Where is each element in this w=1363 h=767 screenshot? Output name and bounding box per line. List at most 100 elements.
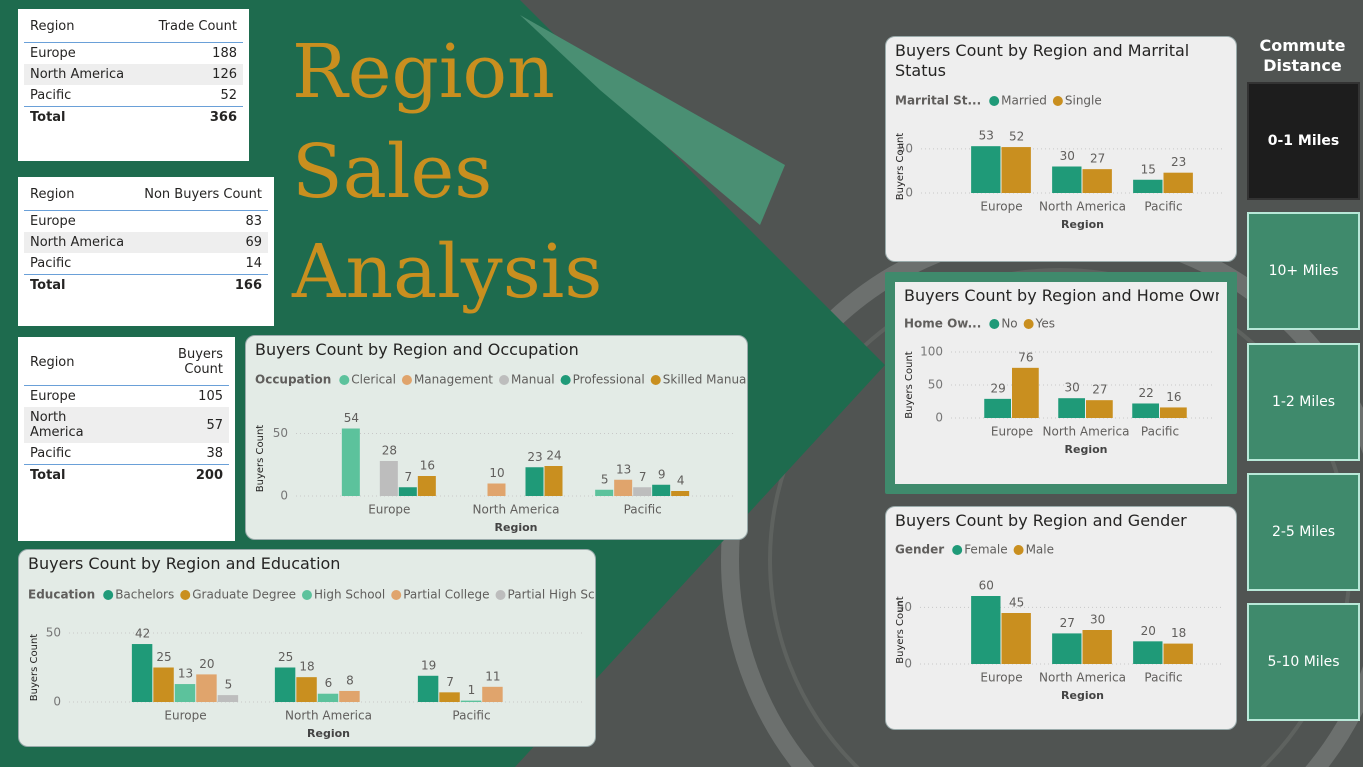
chart-panel: Home Ow... No Yes 0 50 100 Buyers Count Europe 2… [885,272,1237,494]
cell: Europe [30,46,76,61]
data-label: 16 [420,459,435,473]
row: Europe 188 [24,43,243,65]
data-label: 18 [299,660,314,674]
table: Region Buyers Count Europe 105 North America… [24,343,229,486]
legend-title: Home Ow... [904,317,981,331]
legend-label: Partial High Sch... [508,588,595,602]
bar [339,690,360,702]
data-label: 11 [485,669,500,683]
slicer-title: Commute Distance [1259,36,1346,75]
table: Region Trade Count Europe 188 North America 1… [24,15,243,128]
x-axis-label: Region [1065,443,1108,456]
legend-swatch [1052,96,1063,106]
cell: 69 [133,232,268,253]
legend-label: Male [1026,543,1054,557]
bar [544,466,563,496]
legend-swatch [650,375,661,385]
x-tick-label: Pacific [1144,671,1182,685]
x-axis-label: Region [495,521,538,534]
total-cell: Total [24,464,130,486]
total-cell: Total [24,106,143,128]
bar [341,428,360,496]
slicer-item[interactable]: 2-5 Miles [1247,473,1360,591]
legend-swatch [391,590,402,600]
bar [1163,643,1193,664]
bar [1160,407,1187,418]
bar [379,461,398,496]
bar [1052,633,1082,664]
legend-label: Clerical [351,373,396,387]
bar [196,674,217,702]
bar [317,693,339,702]
data-label: 23 [527,450,542,464]
x-tick-label: Europe [991,425,1033,439]
table: Region Non Buyers Count Europe 83 North Amer… [24,183,268,296]
cell: 126 [142,64,243,85]
bar [1082,169,1112,193]
slicer-item[interactable]: 5-10 Miles [1247,603,1360,721]
legend-swatch [301,590,312,600]
row: Europe 83 [24,211,268,233]
total-row: Total 366 [24,106,243,128]
header-cell: Non Buyers Count [133,183,268,211]
legend-title: Gender [895,543,944,557]
legend-swatch [1013,545,1024,555]
bar [1086,400,1113,418]
bar [174,684,196,702]
data-label: 6 [325,676,333,690]
x-tick-label: Europe [980,671,1022,685]
x-tick-label: Europe [164,709,206,723]
cell: Pacific [30,446,72,461]
x-tick-label: North America [473,503,560,517]
legend-swatch [952,545,963,555]
y-axis-label: Buyers Count [29,634,40,702]
bar [417,476,436,496]
data-label: 20 [199,657,214,671]
data-label: 24 [546,449,561,463]
bar [1052,166,1082,193]
data-label: 60 [979,579,994,593]
y-tick-label: 0 [905,186,913,200]
y-tick-label: 50 [273,426,288,440]
slicer-item[interactable]: 0-1 Miles [1247,82,1360,200]
data-label: 7 [639,470,647,484]
data-label: 30 [1060,149,1075,163]
data-label: 25 [156,650,171,664]
legend-swatch [1023,319,1034,329]
cell: 52 [220,88,237,103]
data-label: 5 [225,678,233,692]
y-tick-label: 0 [53,695,61,709]
data-label: 19 [421,658,436,672]
bar [614,479,633,496]
legend-swatch [103,590,114,600]
data-label: 10 [489,466,504,480]
chart-panel: Marrital St... Married Single 0 50 Buyers Cou… [885,36,1237,262]
data-label: 4 [677,474,685,488]
table-card: Region Buyers Count Europe 105 North America… [18,337,235,541]
x-axis-label: Region [1061,689,1104,702]
y-tick-label: 0 [280,489,288,503]
chart-panel: Occupation Clerical Management Manual Profes… [245,335,748,540]
legend-swatch [560,375,571,385]
table-card: Region Non Buyers Count Europe 83 North Amer… [18,177,274,326]
bar [1058,398,1085,418]
cell: 57 [129,407,229,443]
row: North America 57 [24,407,229,443]
data-label: 28 [382,444,397,458]
data-label: 8 [346,673,354,687]
cell: 105 [198,389,223,404]
legend-swatch [495,590,506,600]
legend-title: Occupation [255,373,331,387]
total-cell: 166 [133,274,268,296]
header-cell: Trade Count [142,15,243,43]
chart-panel: Gender Female Male 0 50 Buyers Count Europe 60 4… [885,506,1237,730]
data-label: 18 [1171,626,1186,640]
legend-label: Female [964,543,1007,557]
bar [296,677,317,702]
data-label: 9 [658,467,666,481]
bar [153,667,174,702]
cell: 14 [245,256,262,271]
slicer-item[interactable]: 1-2 Miles [1247,343,1360,461]
slicer-item[interactable]: 10+ Miles [1247,212,1360,330]
